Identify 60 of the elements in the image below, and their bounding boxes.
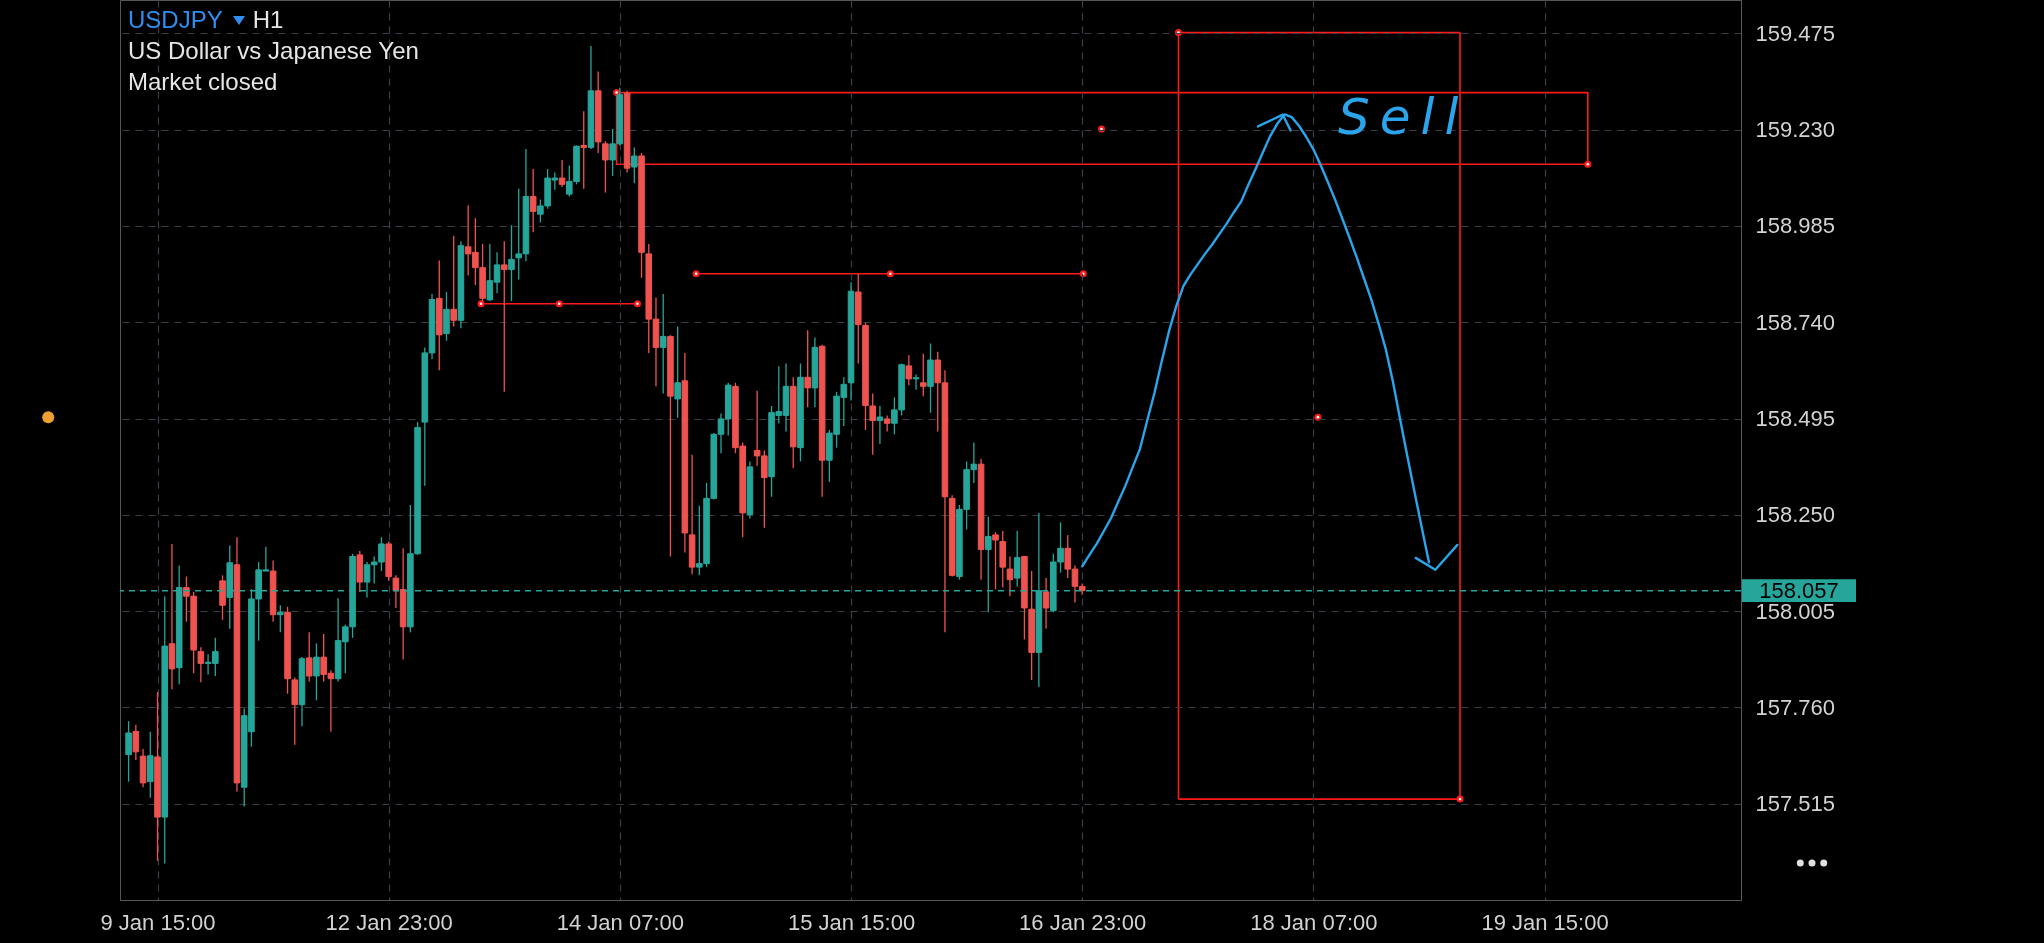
candlestick — [154, 691, 161, 862]
candlestick — [638, 152, 645, 279]
candlestick — [992, 531, 999, 590]
candlestick — [356, 550, 364, 593]
candlestick — [443, 291, 450, 342]
y-tick-label: 158.985 — [1755, 213, 1836, 239]
candlestick — [594, 70, 602, 154]
candlestick — [161, 595, 169, 865]
x-tick-label: 12 Jan 23:00 — [325, 909, 453, 935]
x-tick-label: 15 Jan 15:00 — [787, 909, 916, 935]
candlestick — [132, 724, 140, 761]
candlestick — [927, 342, 934, 414]
candlestick — [674, 325, 681, 419]
candlestick — [291, 676, 299, 746]
x-tick-label: 19 Jan 15:00 — [1481, 909, 1609, 935]
annotation: US Dollar vs Japanese Yen — [128, 36, 419, 66]
y-tick-label: 158.495 — [1755, 406, 1836, 432]
candlestick — [631, 146, 638, 184]
candlestick — [602, 140, 609, 194]
candlestick — [919, 353, 927, 397]
x-tick-label: 18 Jan 07:00 — [1250, 909, 1378, 935]
y-tick-label: 157.515 — [1755, 791, 1836, 817]
candlestick — [912, 373, 920, 391]
candlestick — [948, 494, 956, 578]
x-tick-label: 9 Jan 15:00 — [100, 909, 216, 935]
y-tick-label: 159.475 — [1755, 20, 1836, 46]
candlestick — [313, 642, 320, 701]
candlestick — [305, 631, 313, 683]
candlestick — [667, 334, 674, 558]
candlestick — [284, 606, 291, 695]
candlestick — [1021, 555, 1028, 641]
candlestick — [1013, 530, 1021, 588]
candlestick — [789, 376, 797, 469]
candlestick — [580, 110, 588, 190]
y-tick-label: 158.740 — [1755, 309, 1836, 335]
annotation: Market closed — [128, 67, 279, 97]
candlestick — [385, 540, 392, 582]
x-tick-label: 14 Jan 07:00 — [556, 909, 684, 935]
candlestick — [125, 720, 132, 783]
candlestick — [529, 168, 537, 233]
candlestick — [905, 354, 913, 386]
candlestick — [500, 240, 508, 393]
y-tick-label: 157.760 — [1755, 694, 1836, 720]
chart-title: USDJPY — [128, 6, 223, 33]
candlestick — [219, 574, 226, 621]
y-tick-label: 159.230 — [1755, 117, 1836, 143]
candlestick — [804, 329, 811, 408]
candlestick — [435, 259, 443, 371]
candlestick — [450, 235, 457, 328]
candlestick — [1028, 570, 1035, 681]
y-tick-label: 158.250 — [1755, 502, 1836, 528]
candlestick — [854, 273, 862, 365]
candlestick — [659, 293, 667, 395]
candlestick — [999, 530, 1007, 589]
chart-subtitle: H1 — [252, 6, 284, 33]
x-tick-label: 16 Jan 23:00 — [1019, 909, 1147, 935]
candlestick — [146, 731, 154, 799]
candlestick — [797, 362, 804, 463]
annotation: Sell — [1338, 88, 1469, 146]
candlestick — [508, 224, 515, 302]
